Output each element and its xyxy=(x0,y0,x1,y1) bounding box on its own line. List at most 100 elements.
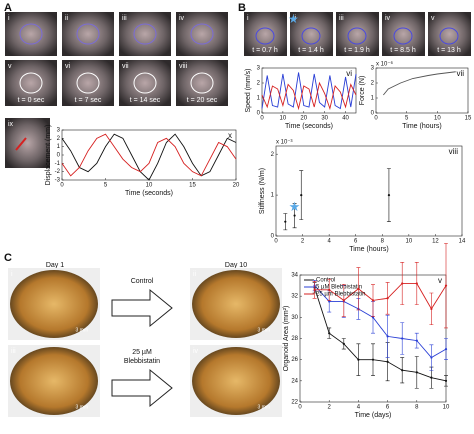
point xyxy=(371,358,375,361)
series-line xyxy=(61,133,237,181)
photo-label: v xyxy=(431,15,435,22)
time-label: t = 1.4 h xyxy=(298,47,324,54)
x-tick-label: 14 xyxy=(459,239,466,245)
x-tick-label: 0 xyxy=(298,405,302,411)
organoid-outline xyxy=(133,72,157,94)
y-tick-label: -3 xyxy=(55,178,61,184)
scale-bar-label: 3 mm xyxy=(258,327,271,333)
y-tick-label: 1 xyxy=(257,96,261,102)
panel-label: viii xyxy=(449,147,459,156)
legend-label: Control xyxy=(316,278,335,284)
photo-label: vi xyxy=(65,63,71,70)
x-tick-label: 20 xyxy=(233,183,240,189)
day-label: Day 1 xyxy=(46,262,64,269)
point xyxy=(386,335,389,338)
time-label: t = 1.9 h xyxy=(344,47,370,54)
arrow xyxy=(111,368,173,408)
organoid-outline xyxy=(347,27,367,45)
x-axis-label: Time (hours) xyxy=(349,246,388,253)
photo-image xyxy=(5,12,57,56)
legend-label: 5 µM Blebbistatin xyxy=(316,285,362,291)
time-label: t = 14 sec xyxy=(130,97,161,104)
y-axis-label: Displacement (mm) xyxy=(45,125,52,186)
day-label: Day 10 xyxy=(225,262,247,269)
series-line xyxy=(314,283,447,310)
x-tick-label: 10 xyxy=(406,239,413,245)
time-label: t = 13 h xyxy=(437,47,461,54)
x-tick-label: 6 xyxy=(354,239,358,245)
y-tick-label: -2 xyxy=(55,169,61,175)
time-label: t = 0 sec xyxy=(18,97,45,104)
point xyxy=(401,337,404,340)
point xyxy=(357,287,360,290)
point xyxy=(401,369,404,372)
point xyxy=(284,220,287,223)
photo-image xyxy=(62,60,114,106)
photo-label: i xyxy=(247,15,249,22)
plot-frame xyxy=(375,67,469,114)
point xyxy=(342,299,345,302)
x-tick-label: 0 xyxy=(374,116,378,122)
x-tick-label: 4 xyxy=(357,405,361,411)
photo-label: v xyxy=(8,63,12,70)
legend-label: 25 µm Blebbistatin xyxy=(316,292,365,298)
point xyxy=(415,339,418,342)
photo-label: ii xyxy=(65,15,69,22)
y-tick-label: 0 xyxy=(371,111,375,117)
point xyxy=(371,316,375,319)
y-tick-label: 3 xyxy=(257,66,261,72)
x-tick-label: 10 xyxy=(434,116,441,122)
point xyxy=(430,376,433,379)
y-axis-label: Stiffness (N/m) xyxy=(259,168,266,214)
photo-label: ii xyxy=(293,15,297,22)
point xyxy=(313,288,316,291)
panel-label: v xyxy=(438,276,442,285)
x-tick-label: 5 xyxy=(104,183,108,189)
point xyxy=(386,360,389,363)
point xyxy=(328,288,331,291)
x-tick-label: 12 xyxy=(432,239,439,245)
point xyxy=(444,284,448,287)
y-tick-label: 34 xyxy=(291,273,298,279)
series-line xyxy=(61,133,237,177)
x-tick-label: 8 xyxy=(381,239,385,245)
photo-image xyxy=(176,60,228,106)
photo-image xyxy=(119,12,171,56)
star: ★ xyxy=(289,199,301,214)
x-tick-label: 20 xyxy=(300,116,307,122)
time-label: t = 7 sec xyxy=(75,97,102,104)
point xyxy=(415,371,418,374)
x-tick-label: 40 xyxy=(342,116,349,122)
x-tick-label: 8 xyxy=(415,405,419,411)
y-tick-label: 2 xyxy=(371,81,375,87)
panel-label: A xyxy=(4,2,12,14)
panel-label: x xyxy=(228,131,232,140)
x-tick-label: 0 xyxy=(274,239,278,245)
y-tick-label: 26 xyxy=(291,357,298,363)
photo-label: i xyxy=(8,15,10,22)
x-tick-label: 10 xyxy=(280,116,287,122)
y-tick-label: 3 xyxy=(371,66,375,72)
panel-label: B xyxy=(238,2,246,14)
arrow-label: 25 µM xyxy=(132,349,152,356)
photo-label: ii xyxy=(193,271,197,278)
photo-dish xyxy=(192,347,280,415)
point xyxy=(386,297,389,300)
point xyxy=(328,300,331,303)
photo-dish xyxy=(10,347,98,415)
organoid-outline xyxy=(301,27,321,45)
series-line xyxy=(261,81,357,111)
x-tick-label: 0 xyxy=(60,183,64,189)
photo-dish xyxy=(10,270,98,338)
y-axis-label: Organoid Area (mm²) xyxy=(283,306,290,372)
plot-frame xyxy=(275,145,463,237)
y-tick-label: 3 xyxy=(57,128,61,134)
series-line xyxy=(314,285,447,359)
photo-image xyxy=(5,60,57,106)
y-tick-label: 1 xyxy=(57,144,61,150)
photo-image xyxy=(62,12,114,56)
organoid-outline xyxy=(393,27,413,45)
y-tick-label: 1 xyxy=(371,96,375,102)
x-tick-label: 2 xyxy=(328,405,332,411)
point xyxy=(357,358,360,361)
